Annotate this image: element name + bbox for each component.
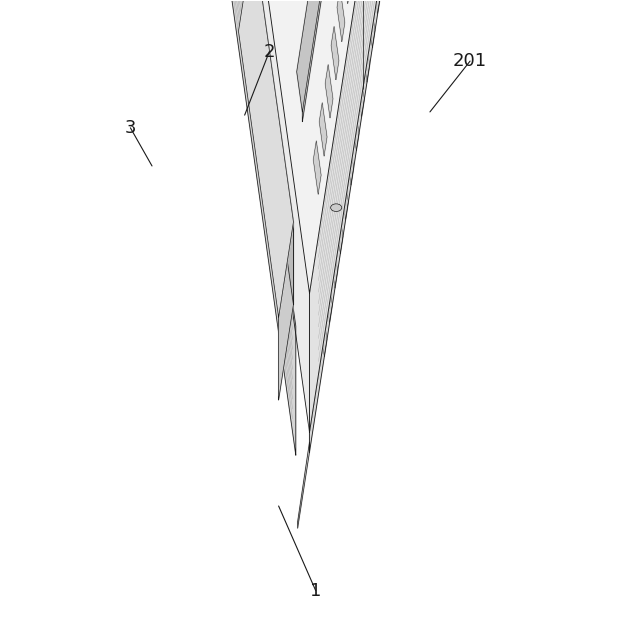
Polygon shape xyxy=(279,222,293,400)
Polygon shape xyxy=(331,242,337,288)
Polygon shape xyxy=(326,276,332,322)
Polygon shape xyxy=(347,140,353,185)
Polygon shape xyxy=(325,64,333,118)
Polygon shape xyxy=(313,141,321,194)
Polygon shape xyxy=(337,0,345,41)
Text: 2: 2 xyxy=(264,43,275,61)
Polygon shape xyxy=(310,0,606,452)
Polygon shape xyxy=(342,173,348,219)
Polygon shape xyxy=(310,0,472,432)
Polygon shape xyxy=(352,105,359,151)
Polygon shape xyxy=(319,103,327,156)
Polygon shape xyxy=(331,26,339,80)
Polygon shape xyxy=(302,0,448,122)
Text: 3: 3 xyxy=(124,119,136,137)
Polygon shape xyxy=(358,71,365,117)
Polygon shape xyxy=(253,0,293,304)
Polygon shape xyxy=(197,0,472,293)
Text: 1: 1 xyxy=(310,582,321,599)
Polygon shape xyxy=(336,208,343,254)
Polygon shape xyxy=(197,0,606,432)
Polygon shape xyxy=(238,0,293,317)
Ellipse shape xyxy=(331,204,342,211)
Polygon shape xyxy=(363,36,370,82)
Text: 201: 201 xyxy=(453,52,487,70)
Polygon shape xyxy=(297,0,448,112)
Polygon shape xyxy=(374,0,380,13)
Polygon shape xyxy=(193,0,296,455)
Polygon shape xyxy=(320,311,327,357)
Polygon shape xyxy=(214,0,451,190)
Polygon shape xyxy=(343,0,351,3)
Polygon shape xyxy=(298,442,310,528)
Polygon shape xyxy=(368,2,375,48)
